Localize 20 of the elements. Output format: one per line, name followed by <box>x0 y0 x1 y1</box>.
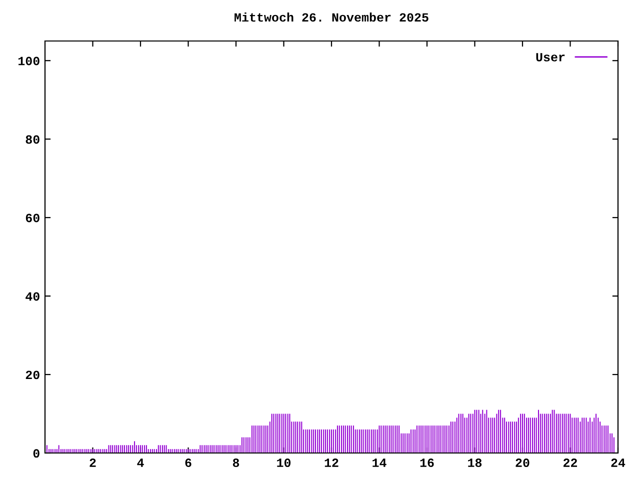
y-tick-label: 100 <box>18 56 40 66</box>
y-tick-label: 20 <box>26 370 40 380</box>
x-tick-label: 4 <box>137 458 144 467</box>
x-tick-label: 14 <box>372 458 386 467</box>
y-tick-label: 60 <box>26 214 40 222</box>
y-tick-label: 0 <box>33 449 40 458</box>
y-tick-label: 40 <box>26 292 40 301</box>
x-tick-label: 10 <box>277 458 291 468</box>
x-tick-label: 20 <box>516 458 530 468</box>
x-tick-label: 12 <box>324 458 338 467</box>
x-tick-label: 24 <box>611 458 626 467</box>
x-tick-label: 6 <box>185 458 192 468</box>
chart-title: Mittwoch 26. November 2025 <box>234 12 428 22</box>
x-tick-label: 16 <box>420 458 434 468</box>
x-tick-label: 8 <box>232 458 240 468</box>
y-tick-label: 80 <box>26 135 40 144</box>
x-tick-label: 22 <box>564 458 578 467</box>
x-tick-label: 18 <box>468 458 482 468</box>
x-tick-label: 2 <box>90 458 96 467</box>
legend-label: User <box>536 53 565 62</box>
